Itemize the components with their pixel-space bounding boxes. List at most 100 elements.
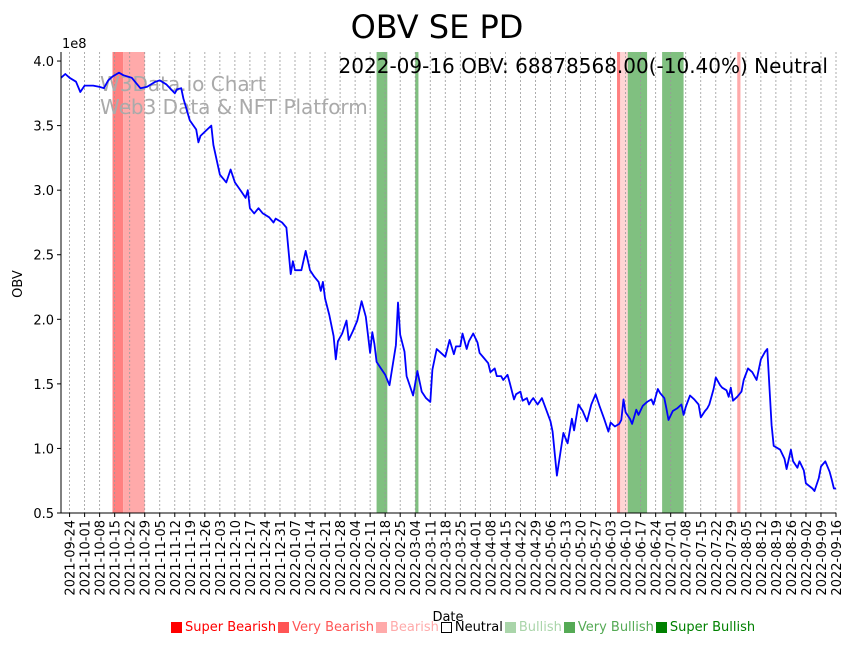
- signal-band: [617, 52, 621, 513]
- x-tick-label: 2021-10-29: [139, 520, 154, 596]
- x-tick-label: 2022-07-15: [695, 520, 710, 596]
- legend-swatch: [655, 622, 667, 633]
- y-tick-label: 2.0: [33, 313, 54, 328]
- legend-label: Neutral: [454, 620, 503, 635]
- axes: 2021-09-24 2021-10-01 2021-10-08 2021-10-15…: [33, 52, 845, 596]
- x-tick-label: 2022-08-05: [740, 520, 755, 596]
- signal-band: [620, 52, 628, 513]
- x-tick-label: 2021-11-12: [169, 520, 184, 596]
- x-tick-label: 2022-02-11: [364, 520, 379, 596]
- x-tick-label: 2022-09-09: [815, 520, 830, 596]
- latest-value-annotation: 2022-09-16 OBV: 68878568.00(-10.40%) Neu…: [339, 54, 828, 78]
- x-tick-label: 2022-03-18: [439, 520, 454, 596]
- legend-label: Very Bullish: [577, 620, 654, 635]
- x-tick-label: 2022-08-12: [755, 520, 770, 596]
- watermark-line-2: Web3 Data & NFT Platform: [100, 95, 368, 119]
- x-tick-label: 2021-12-03: [214, 520, 229, 596]
- x-tick-label: 2021-12-24: [259, 520, 274, 596]
- x-tick-label: 2022-02-25: [394, 520, 409, 596]
- legend-label: Bearish: [389, 620, 439, 635]
- y-tick-label: 2.5: [33, 249, 54, 264]
- y-tick-label: 3.5: [33, 120, 54, 135]
- x-tick-label: 2022-07-01: [665, 520, 680, 596]
- x-tick-label: 2022-09-02: [800, 520, 815, 596]
- x-tick-label: 2022-03-25: [454, 520, 469, 596]
- x-tick-label: 2021-12-17: [244, 520, 259, 596]
- y-tick-label: 0.5: [33, 507, 54, 522]
- legend-item: Bearish: [375, 620, 439, 635]
- x-tick-label: 2021-10-01: [79, 520, 94, 596]
- legend-swatch: [171, 622, 182, 633]
- x-tick-label: 2022-06-24: [650, 520, 665, 596]
- legend-swatch: [440, 622, 452, 633]
- legend-label: Bullish: [518, 620, 562, 635]
- signal-band: [112, 52, 124, 513]
- legend-label: Very Bearish: [292, 620, 374, 635]
- signal-band: [415, 52, 419, 513]
- x-tick-label: 2021-10-08: [94, 520, 109, 596]
- signal-band: [123, 52, 145, 513]
- x-tick-label: 2021-11-05: [154, 520, 169, 596]
- x-tick-label: 2022-04-22: [514, 520, 529, 596]
- x-tick-label: 2021-12-31: [274, 520, 289, 596]
- y-scale-label: 1e8: [62, 37, 87, 52]
- legend-item: Super Bullish: [655, 620, 756, 635]
- legend-item: Super Bearish: [171, 620, 276, 635]
- watermark: W3Data.io Chart Web3 Data & NFT Platform: [100, 72, 368, 119]
- x-tick-label: 2022-08-26: [785, 520, 800, 596]
- chart-title: OBV SE PD: [351, 8, 524, 46]
- x-tick-label: 2021-10-15: [109, 520, 124, 596]
- signal-band: [376, 52, 388, 513]
- x-tick-label: 2022-03-11: [424, 520, 439, 596]
- signal-bands: [112, 52, 741, 513]
- x-tick-label: 2022-06-10: [620, 520, 635, 596]
- x-tick-label: 2022-01-07: [289, 520, 304, 596]
- x-tick-label: 2022-07-22: [710, 520, 725, 596]
- legend-swatch: [375, 622, 387, 633]
- y-tick-label: 1.5: [33, 378, 54, 393]
- x-tick-label: 2022-07-08: [680, 520, 695, 596]
- x-tick-label: 2022-09-16: [830, 520, 845, 596]
- y-tick-label: 4.0: [33, 55, 54, 70]
- legend-item: Neutral: [440, 620, 503, 635]
- obv-series-line: [60, 71, 836, 492]
- y-axis-label: OBV: [11, 270, 26, 298]
- x-tick-label: 2022-05-06: [544, 520, 559, 596]
- x-tick-label: 2021-09-24: [64, 520, 79, 596]
- signal-band: [662, 52, 684, 513]
- x-tick-label: 2022-05-27: [590, 520, 605, 596]
- x-tick-label: 2022-05-20: [575, 520, 590, 596]
- x-tick-label: 2022-04-08: [484, 520, 499, 596]
- legend: Super Bearish Very Bearish Bearish Neutral B…: [171, 620, 757, 635]
- x-tick-label: 2021-10-22: [124, 520, 139, 596]
- legend-label: Super Bullish: [669, 620, 756, 635]
- x-tick-label: 2022-06-03: [605, 520, 620, 596]
- x-tick-label: 2022-02-04: [349, 520, 364, 596]
- signal-band: [737, 52, 741, 513]
- legend-item: Bullish: [504, 620, 562, 635]
- legend-swatch: [278, 622, 290, 633]
- legend-label: Super Bearish: [185, 620, 277, 635]
- x-tick-label: 2021-11-19: [184, 520, 199, 596]
- x-tick-label: 2022-03-04: [409, 520, 424, 596]
- signal-band: [627, 52, 648, 513]
- legend-swatch: [563, 622, 575, 633]
- x-tick-label: 2022-01-14: [304, 520, 319, 596]
- y-tick-label: 1.0: [33, 442, 54, 457]
- x-tick-label: 2022-02-18: [379, 520, 394, 596]
- x-axis-label: Date: [432, 610, 463, 625]
- x-tick-label: 2021-12-10: [229, 520, 244, 596]
- legend-item: Very Bearish: [278, 620, 374, 635]
- x-tick-label: 2022-01-21: [319, 520, 334, 596]
- x-tick-label: 2022-07-29: [725, 520, 740, 596]
- x-grid: [69, 52, 837, 513]
- x-tick-label: 2022-04-29: [529, 520, 544, 596]
- legend-item: Very Bullish: [563, 620, 654, 635]
- x-tick-label: 2022-04-01: [469, 520, 484, 596]
- x-tick-label: 2021-11-26: [199, 520, 214, 596]
- y-tick-label: 3.0: [33, 184, 54, 199]
- x-tick-label: 2022-08-19: [770, 520, 785, 596]
- x-tick-label: 2022-05-13: [560, 520, 575, 596]
- x-tick-label: 2022-04-15: [499, 520, 514, 596]
